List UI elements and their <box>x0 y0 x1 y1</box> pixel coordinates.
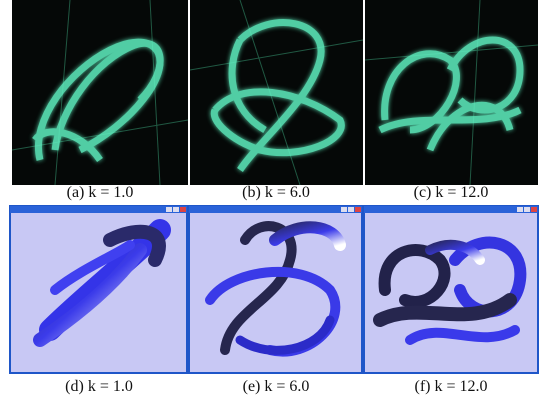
caption: (b) k = 6.0 <box>242 184 310 201</box>
panel-b-image <box>190 0 363 185</box>
figure: (a) k = 1.0 (b) k = 6.0 (c) k = 12.0 <box>0 0 541 403</box>
panel-e-window <box>189 206 362 373</box>
page: (a) k = 1.0 (b) k = 6.0 (c) k = 12.0 <box>0 0 541 403</box>
caption: (d) k = 1.0 <box>65 378 133 395</box>
panel-a-image <box>12 0 188 185</box>
caption: (a) k = 1.0 <box>67 184 134 201</box>
caption: (f) k = 12.0 <box>414 378 487 395</box>
panel-d-window <box>10 206 187 373</box>
caption: (c) k = 12.0 <box>414 184 489 201</box>
caption: (e) k = 6.0 <box>243 378 310 395</box>
panel-f-window <box>364 206 538 373</box>
panel-c-image <box>365 0 538 185</box>
